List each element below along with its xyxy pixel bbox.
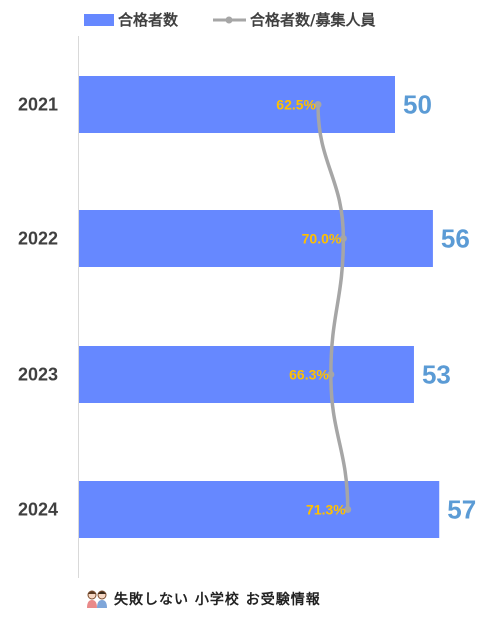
year-label-2021: 2021 <box>18 95 58 115</box>
legend-line-label: 合格者数/募集人員 <box>249 11 375 29</box>
value-labels: 50 56 53 57 <box>403 90 476 525</box>
ratio-line <box>316 102 350 512</box>
two-children-icon <box>87 590 107 608</box>
ratio-label-2022: 70.0% <box>302 231 342 247</box>
bar-2024 <box>79 481 440 538</box>
year-labels: 2021 2022 2023 2024 <box>18 95 58 520</box>
ratio-marker-2023 <box>327 371 335 378</box>
ratio-labels: 62.5% 70.0% 66.3% 71.3% <box>276 97 346 518</box>
legend-line-marker <box>225 16 233 24</box>
ratio-markers <box>314 101 352 513</box>
ratio-marker-2024 <box>344 506 352 513</box>
ratio-label-2024: 71.3% <box>306 502 346 518</box>
footer-text: 失敗しない 小学校 お受験情報 <box>114 592 321 608</box>
year-label-2023: 2023 <box>18 365 58 385</box>
ratio-label-2023: 66.3% <box>289 367 329 383</box>
ratio-marker-2021 <box>314 101 322 108</box>
legend-bar-swatch <box>84 14 114 26</box>
bar-2022 <box>79 210 433 267</box>
value-label-2022: 56 <box>441 224 470 254</box>
bar-2021 <box>79 76 395 133</box>
bar-2023 <box>79 346 414 403</box>
bars <box>79 76 440 538</box>
ratio-marker-2022 <box>339 235 347 242</box>
year-label-2024: 2024 <box>18 500 58 520</box>
legend-bar-label: 合格者数 <box>117 11 179 29</box>
value-label-2023: 53 <box>422 360 451 390</box>
ratio-label-2021: 62.5% <box>276 97 316 113</box>
year-label-2022: 2022 <box>18 229 58 249</box>
legend: 合格者数 合格者数/募集人員 <box>84 11 375 29</box>
value-label-2024: 57 <box>447 495 476 525</box>
value-label-2021: 50 <box>403 90 432 120</box>
footer: 失敗しない 小学校 お受験情報 <box>86 586 321 612</box>
